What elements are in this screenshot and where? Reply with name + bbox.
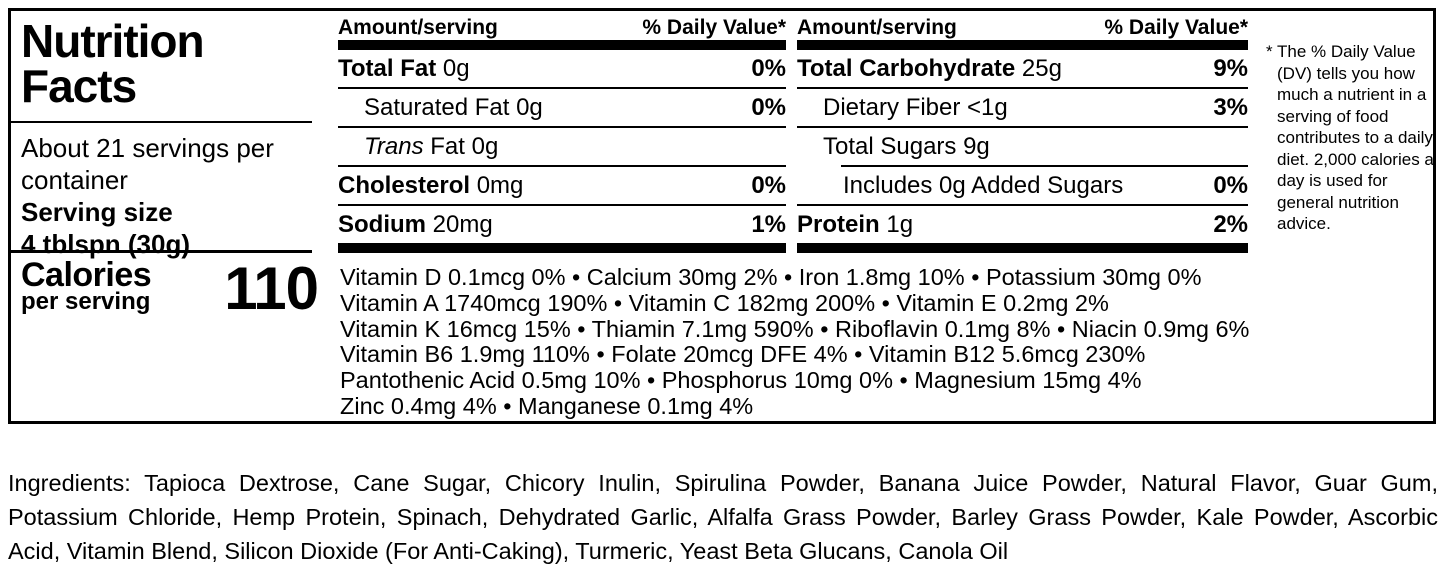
divider — [797, 204, 1248, 206]
divider — [11, 121, 312, 123]
nutrient-dv: 9% — [1213, 54, 1248, 82]
nutrient-row-trans-fat: Trans Fat 0g — [338, 128, 786, 165]
nutrient-dv: 3% — [1213, 93, 1248, 121]
column-header: Amount/serving % Daily Value* — [797, 11, 1248, 40]
servings-per-container: About 21 servings per container — [21, 133, 274, 195]
nutrition-facts-label: Nutrition Facts About 21 servings per co… — [8, 8, 1436, 424]
amount-per-serving-header: Amount/serving — [338, 16, 498, 39]
micronutrients-section: Vitamin D 0.1mcg 0% • Calcium 30mg 2% • … — [340, 264, 1270, 420]
nutrient-row-cholesterol: Cholesterol 0mg 0% — [338, 167, 786, 204]
micronutrient-line: Zinc 0.4mg 4% • Manganese 0.1mg 4% — [340, 392, 754, 419]
daily-value-footnote: * The % Daily Value (DV) tells you how m… — [1266, 42, 1434, 233]
divider — [338, 204, 786, 206]
nutrient-dv: 2% — [1213, 210, 1248, 238]
nutrient-amount: Total Sugars 9g — [823, 132, 990, 160]
label-left-panel: Nutrition Facts — [18, 15, 320, 109]
micronutrient-line: Pantothenic Acid 0.5mg 10% • Phosphorus … — [340, 367, 1142, 394]
nutrient-amount: 20mg — [426, 210, 493, 238]
nutrient-row-total-fat: Total Fat 0g 0% — [338, 50, 786, 87]
nutrient-name-bold: Protein — [797, 210, 880, 238]
nutrient-name: Protein 1g — [797, 211, 913, 239]
daily-value-header: % Daily Value* — [1104, 16, 1248, 39]
nutrient-name: Total Carbohydrate 25g — [797, 55, 1062, 83]
divider — [338, 165, 786, 167]
calories-section: Calories per serving 110 — [21, 255, 319, 322]
nutrient-dv: 0% — [751, 54, 786, 82]
nutrient-row-sodium: Sodium 20mg 1% — [338, 206, 786, 243]
nutrient-dv: 0% — [1213, 171, 1248, 199]
nutrient-dv: 1% — [751, 210, 786, 238]
micronutrient-line: Vitamin A 1740mcg 190% • Vitamin C 182mg… — [340, 289, 1109, 316]
divider — [338, 126, 786, 128]
divider — [797, 87, 1248, 89]
label-title-line1: Nutrition — [21, 15, 205, 67]
micronutrient-line: Vitamin B6 1.9mg 110% • Folate 20mcg DFE… — [340, 341, 1146, 368]
serving-info: About 21 servings per container Serving … — [21, 132, 305, 260]
nutrient-amount: Fat 0g — [423, 132, 499, 160]
calories-value: 110 — [224, 255, 319, 322]
nutrient-name: Total Fat 0g — [338, 55, 470, 83]
calories-per-serving-label: per serving — [21, 288, 151, 315]
calories-labels: Calories per serving — [21, 256, 152, 317]
divider-indented — [841, 165, 1248, 167]
label-title-line2: Facts — [21, 60, 137, 112]
nutrient-amount: 0g — [436, 54, 470, 82]
nutrient-name-bold: Sodium — [338, 210, 426, 238]
nutrient-row-saturated-fat: Saturated Fat 0g 0% — [338, 89, 786, 126]
micronutrient-line: Vitamin D 0.1mcg 0% • Calcium 30mg 2% • … — [340, 264, 1202, 290]
nutrient-name-bold: Total Carbohydrate — [797, 54, 1016, 82]
nutrient-name: Sodium 20mg — [338, 211, 493, 239]
nutrient-row-protein: Protein 1g 2% — [797, 206, 1248, 243]
serving-size-label: Serving size — [21, 197, 173, 227]
serving-size-value: 4 tblspn (30g) — [21, 229, 191, 259]
nutrient-row-added-sugars: Includes 0g Added Sugars 0% — [797, 167, 1248, 204]
nutrient-dv: 0% — [751, 171, 786, 199]
divider — [797, 126, 1248, 128]
nutrient-name: Saturated Fat 0g — [338, 94, 543, 122]
thick-bar — [797, 243, 1248, 253]
divider — [338, 87, 786, 89]
nutrient-dv: 0% — [751, 93, 786, 121]
nutrient-amount: Dietary Fiber <1g — [823, 93, 1008, 121]
nutrient-name: Cholesterol 0mg — [338, 172, 523, 200]
thick-bar — [338, 243, 786, 253]
thick-bar — [797, 40, 1248, 50]
nutrient-amount: Includes 0g Added Sugars — [843, 171, 1124, 199]
calories-label: Calories — [21, 256, 152, 294]
thick-bar — [338, 40, 786, 50]
nutrient-name: Dietary Fiber <1g — [797, 94, 1008, 122]
nutrient-name-bold: Total Fat — [338, 54, 437, 82]
nutrient-amount: 1g — [879, 210, 914, 238]
nutrient-amount: Saturated Fat 0g — [364, 93, 543, 121]
label-title: Nutrition Facts — [21, 15, 320, 112]
nutrient-name: Includes 0g Added Sugars — [797, 172, 1123, 200]
column-header: Amount/serving % Daily Value* — [338, 11, 786, 40]
amount-per-serving-header: Amount/serving — [797, 16, 957, 39]
ingredients-paragraph: Ingredients: Tapioca Dextrose, Cane Suga… — [8, 469, 1438, 564]
nutrient-row-total-sugars: Total Sugars 9g — [797, 128, 1248, 165]
nutrient-name-italic: Trans — [364, 132, 424, 160]
nutrient-amount: 0mg — [470, 171, 524, 199]
nutrient-name: Trans Fat 0g — [338, 133, 498, 161]
daily-value-header: % Daily Value* — [642, 16, 786, 39]
nutrient-name-bold: Cholesterol — [338, 171, 471, 199]
nutrient-amount: 25g — [1015, 54, 1062, 82]
nutrient-name: Total Sugars 9g — [797, 133, 990, 161]
divider — [11, 250, 312, 253]
nutrient-row-total-carbohydrate: Total Carbohydrate 25g 9% — [797, 50, 1248, 87]
nutrient-row-dietary-fiber: Dietary Fiber <1g 3% — [797, 89, 1248, 126]
nutrient-column-right: Amount/serving % Daily Value* Total Carb… — [797, 11, 1248, 253]
micronutrient-line: Vitamin K 16mcg 15% • Thiamin 7.1mg 590%… — [340, 315, 1250, 342]
nutrient-column-left: Amount/serving % Daily Value* Total Fat … — [338, 11, 786, 253]
